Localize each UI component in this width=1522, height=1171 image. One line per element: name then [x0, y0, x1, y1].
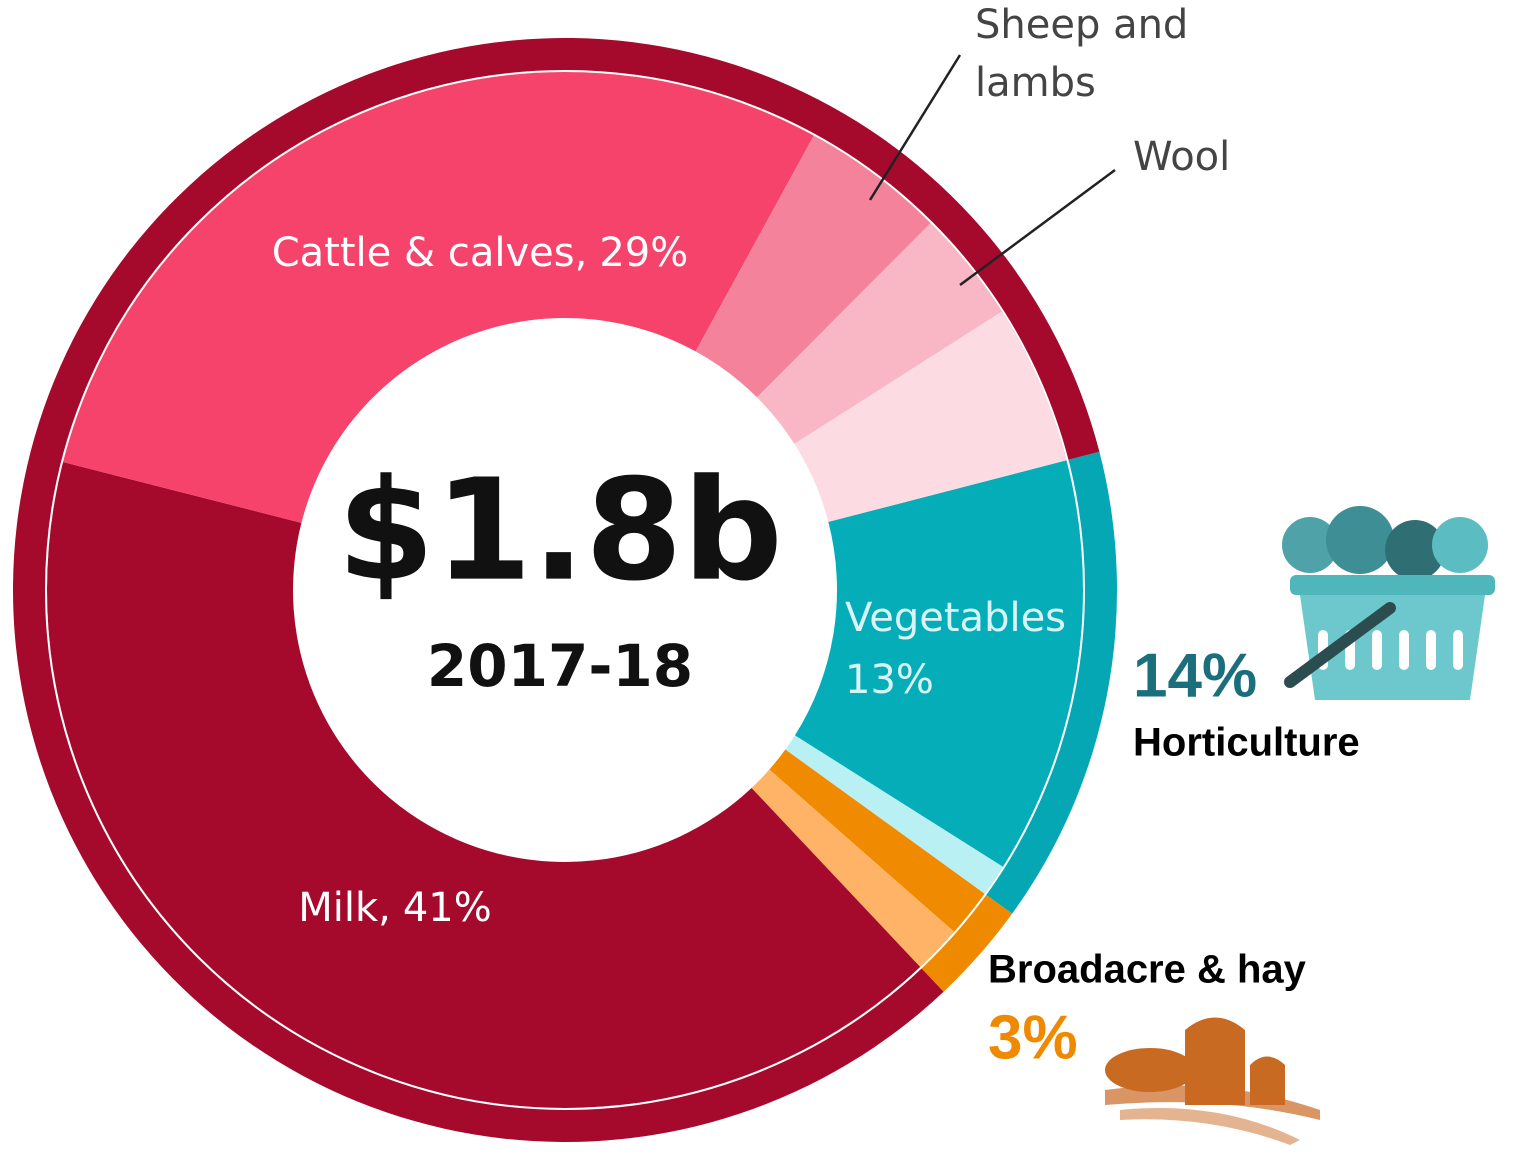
value-label: 29%	[599, 230, 688, 276]
value-label: 41%	[403, 885, 492, 931]
segment	[785, 735, 1003, 894]
segment	[794, 311, 1067, 522]
leader-line	[959, 168, 1116, 287]
chart-title: $1.8b	[337, 450, 783, 613]
segment	[63, 72, 814, 523]
chart-subtitle: 2017-18	[427, 632, 693, 700]
category-label: Vegetables	[845, 595, 1066, 641]
category-label: Horticulture	[1133, 721, 1360, 765]
category-label: Wool	[1133, 134, 1231, 180]
segment	[920, 893, 1013, 992]
segments	[13, 38, 1117, 1143]
segment	[695, 135, 931, 398]
segment	[46, 462, 921, 1108]
value-label: 13%	[845, 657, 934, 703]
category-label: Cattle & calves,	[272, 230, 588, 276]
ring-separator	[45, 70, 1085, 1110]
basket-icon	[1282, 506, 1495, 700]
value-label: 3%	[988, 1003, 1078, 1072]
farm-icon	[1105, 1017, 1320, 1145]
category-label: Broadacre & hay	[988, 948, 1307, 992]
segment	[769, 749, 985, 932]
segment	[751, 769, 955, 967]
category-label: Sheep and lambs	[975, 2, 1189, 106]
value-label: 14%	[1133, 641, 1257, 710]
segment	[794, 460, 1083, 867]
leader-line	[868, 54, 962, 201]
segment-label: Milk, 41%	[298, 885, 492, 931]
category-label: Milk,	[298, 885, 391, 931]
segment	[756, 223, 1002, 444]
segment-label: Cattle & calves, 29%	[272, 230, 689, 276]
